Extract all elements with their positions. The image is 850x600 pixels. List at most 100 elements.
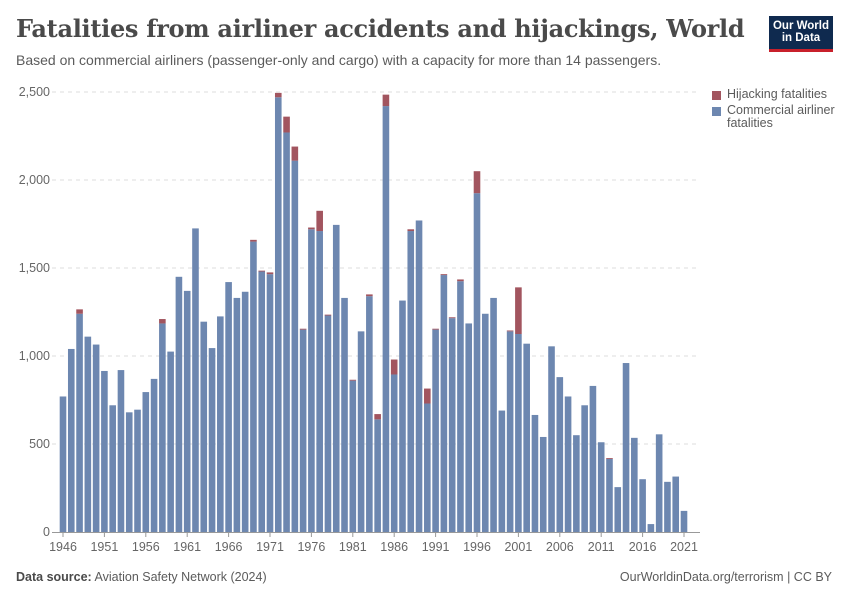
x-tick-label: 1961 — [173, 540, 201, 554]
bar-hijacking — [349, 379, 357, 381]
bar-commercial — [523, 343, 530, 532]
x-tick-label: 1966 — [215, 540, 243, 554]
bar-commercial — [125, 412, 133, 532]
bar-commercial — [548, 346, 555, 532]
bar-commercial — [531, 414, 539, 532]
chart-title: Fatalities from airliner accidents and h… — [16, 14, 745, 43]
bar-commercial — [192, 228, 199, 532]
bar-commercial — [175, 276, 183, 532]
bar-commercial — [67, 348, 75, 532]
bar-commercial — [233, 297, 241, 532]
bar-commercial — [515, 334, 522, 532]
bar-commercial — [208, 348, 216, 532]
credit-link[interactable]: OurWorldinData.org/terrorism | CC BY — [619, 570, 832, 584]
source-value: Aviation Safety Network (2024) — [94, 570, 267, 584]
bar-commercial — [159, 323, 166, 532]
owid-logo[interactable]: Our World in Data — [769, 16, 833, 52]
bar-commercial — [573, 435, 580, 532]
bar-commercial — [142, 392, 150, 532]
x-tick-label: 1996 — [463, 540, 491, 554]
bar-commercial — [92, 344, 100, 532]
bar-commercial — [366, 296, 373, 532]
bar-hijacking — [316, 210, 323, 232]
legend: Hijacking fatalities Commercial airliner… — [712, 88, 837, 133]
x-tick-label: 1971 — [256, 540, 284, 554]
bar-commercial — [672, 476, 680, 532]
bar-hijacking — [457, 279, 464, 282]
bar-commercial — [655, 434, 663, 532]
bar-hijacking — [407, 229, 415, 232]
bar-commercial — [473, 193, 481, 532]
legend-item-hijacking[interactable]: Hijacking fatalities — [712, 88, 837, 101]
bar-hijacking — [440, 274, 448, 276]
bar-commercial — [614, 487, 622, 532]
bar-commercial — [556, 377, 564, 532]
x-tick-label: 1991 — [422, 540, 450, 554]
bar-commercial — [274, 97, 282, 532]
bar-commercial — [374, 419, 381, 532]
bar-commercial — [606, 458, 613, 532]
bar-commercial — [241, 291, 249, 532]
bar-commercial — [664, 481, 671, 532]
bar-commercial — [415, 220, 423, 533]
x-tick-label: 1951 — [90, 540, 118, 554]
bar-commercial — [490, 297, 497, 532]
x-tick-label: 2006 — [546, 540, 574, 554]
bar-commercial — [308, 229, 315, 532]
bar-hijacking — [424, 388, 431, 404]
bar-commercial — [217, 316, 224, 532]
bar-commercial — [332, 224, 340, 532]
bar-commercial — [680, 510, 688, 532]
bar-commercial — [631, 437, 638, 532]
bar-hijacking — [291, 146, 299, 161]
bar-commercial — [465, 323, 473, 532]
bar-hijacking — [606, 458, 613, 459]
bar-commercial — [324, 315, 332, 532]
bar-commercial — [76, 313, 83, 532]
y-tick-label: 2,500 — [19, 85, 50, 99]
bar-commercial — [440, 275, 448, 532]
bar-commercial — [506, 331, 514, 532]
x-tick-label: 1976 — [297, 540, 325, 554]
bar-commercial — [84, 336, 92, 532]
x-tick-label: 2001 — [504, 540, 532, 554]
bar-commercial — [59, 396, 67, 532]
bar-commercial — [117, 370, 125, 532]
x-tick-label: 1946 — [49, 540, 77, 554]
bar-hijacking — [506, 330, 514, 332]
bar-commercial — [498, 410, 506, 532]
bar-hijacking — [374, 414, 381, 420]
bar-commercial — [250, 241, 257, 532]
bar-commercial — [183, 290, 191, 532]
bar-commercial — [407, 231, 415, 533]
bar-hijacking — [432, 328, 439, 330]
bar-commercial — [341, 297, 348, 532]
y-tick-label: 2,000 — [19, 173, 50, 187]
bar-hijacking — [258, 270, 266, 272]
bar-hijacking — [76, 309, 83, 314]
bar-commercial — [390, 374, 398, 532]
x-tick-label: 2011 — [588, 540, 615, 554]
bar-commercial — [432, 329, 439, 532]
bar-hijacking — [515, 287, 522, 334]
bar-commercial — [316, 231, 323, 533]
x-tick-label: 2016 — [629, 540, 657, 554]
bar-commercial — [266, 274, 274, 532]
bar-commercial — [150, 378, 158, 532]
data-source: Data source: Aviation Safety Network (20… — [16, 570, 267, 584]
bar-hijacking — [283, 116, 290, 133]
y-tick-label: 500 — [29, 437, 50, 451]
bar-commercial — [349, 380, 357, 532]
bar-commercial — [639, 479, 646, 532]
x-tick-label: 1981 — [339, 540, 367, 554]
bar-commercial — [539, 436, 547, 532]
legend-item-commercial[interactable]: Commercial airliner fatalities — [712, 104, 837, 130]
chart-subtitle: Based on commercial airliners (passenger… — [16, 52, 662, 68]
bar-commercial — [399, 300, 406, 532]
bar-commercial — [457, 281, 464, 532]
y-tick-label: 0 — [43, 525, 50, 539]
bar-commercial — [291, 160, 299, 532]
bar-commercial — [448, 318, 456, 532]
bar-hijacking — [473, 171, 481, 194]
bar-hijacking — [448, 317, 456, 319]
